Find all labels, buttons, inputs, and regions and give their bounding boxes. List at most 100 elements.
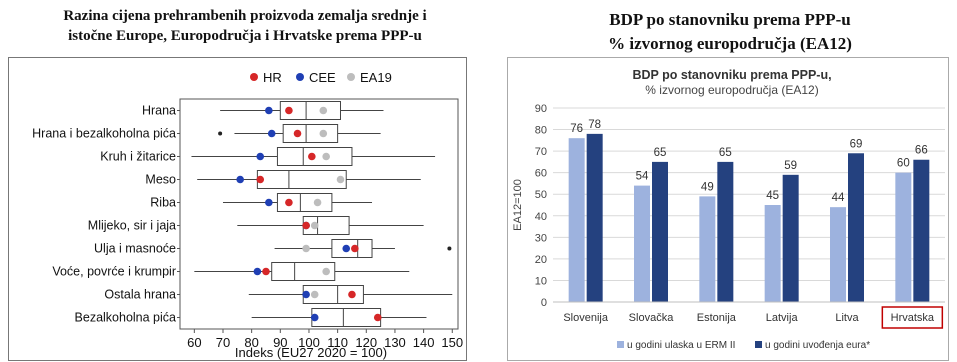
- point-cee: [265, 106, 273, 115]
- box-plot-chart: HR CEE EA19 60 70 80 90 100 110 120 130 140 150 Indek…: [8, 57, 467, 361]
- category-label: Hrana i bezalkoholna pića: [32, 127, 176, 141]
- point-ea19: [302, 244, 310, 253]
- point-hr: [293, 129, 302, 138]
- left-chart-title: Razina cijena prehrambenih proizvoda zem…: [20, 6, 470, 46]
- y-tick-label: 10: [535, 275, 547, 287]
- point-ea19: [322, 267, 330, 276]
- point-cee: [267, 129, 276, 138]
- left-title-line-1: Razina cijena prehrambenih proizvoda zem…: [63, 8, 427, 24]
- right-chart-title: BDP po stanovniku prema PPP-u % izvornog…: [525, 8, 935, 56]
- bar-value-label: 60: [897, 158, 910, 170]
- point-ea19: [322, 152, 330, 161]
- legend-marker-hr: [250, 73, 258, 81]
- point-ea19: [313, 198, 322, 207]
- category-label: Slovačka: [629, 312, 675, 324]
- bar-value-label: 45: [766, 190, 779, 202]
- x-tick-label: 120: [355, 335, 377, 350]
- category-label: Riba: [150, 196, 176, 210]
- y-tick-label: 90: [535, 103, 547, 115]
- category-label: Ostala hrana: [104, 288, 176, 302]
- box: [276, 193, 333, 212]
- category-label: Bezalkoholna pića: [75, 311, 177, 325]
- x-tick-label: 140: [413, 335, 435, 350]
- y-tick-label: 50: [535, 189, 547, 201]
- y-tick-label: 70: [535, 146, 547, 158]
- bar-erm2: [634, 185, 650, 302]
- box: [271, 262, 336, 281]
- point-hr: [285, 198, 293, 207]
- point-hr: [302, 221, 310, 230]
- category-label: Estonija: [697, 312, 737, 324]
- point-hr: [348, 290, 356, 299]
- category-label: Ulja i masnoće: [94, 242, 176, 256]
- point-hr: [308, 152, 316, 161]
- bar-value-label: 44: [832, 192, 845, 204]
- bar-value-label: 54: [636, 171, 649, 183]
- bar-erm2: [764, 205, 781, 302]
- x-tick-label: 90: [273, 335, 287, 350]
- x-axis-label: Indeks (EU27 2020 = 100): [235, 345, 387, 360]
- point-hr: [373, 313, 382, 322]
- x-tick-label: 110: [327, 335, 348, 350]
- y-tick-label: 20: [535, 254, 547, 266]
- category-label: Slovenija: [563, 312, 609, 324]
- point-ea19: [319, 129, 328, 138]
- category-label: Hrana: [142, 104, 176, 118]
- y-tick-label: 80: [535, 125, 547, 137]
- category-label: Hrvatska: [891, 312, 935, 324]
- bar-euro: [782, 174, 799, 302]
- highlight-box: [881, 306, 944, 329]
- right-title-line-1: BDP po stanovniku prema PPP-u: [609, 10, 851, 29]
- bar-erm2: [895, 172, 912, 302]
- point-cee: [236, 175, 244, 184]
- bar-euro: [717, 161, 734, 302]
- point-hr: [285, 106, 293, 115]
- point-cee: [302, 290, 310, 299]
- point-ea19: [319, 106, 328, 115]
- legend-label: u godini uvođenja eura*: [765, 340, 870, 351]
- legend-swatch: [755, 341, 762, 348]
- point-hr: [262, 267, 270, 276]
- bar-value-label: 76: [570, 123, 583, 135]
- y-tick-label: 0: [541, 297, 547, 309]
- bar-erm2: [830, 207, 846, 302]
- bar-value-label: 69: [850, 138, 863, 150]
- point-ea19: [310, 290, 319, 299]
- bar-value-label: 49: [701, 181, 714, 193]
- right-title-line-2: % izvornog europodručja (EA12): [608, 34, 852, 53]
- bar-euro: [848, 153, 864, 302]
- point-cee: [265, 198, 273, 207]
- inner-chart-subtitle: % izvornog europodručja (EA12): [645, 83, 818, 97]
- category-label: Mlijeko, sir i jaja: [88, 219, 176, 233]
- y-tick-label: 60: [535, 168, 547, 180]
- bar-erm2: [699, 196, 716, 302]
- x-tick-label: 150: [441, 335, 463, 350]
- x-tick-label: 60: [187, 335, 201, 350]
- bar-value-label: 59: [784, 160, 797, 172]
- point-ea19: [336, 175, 345, 184]
- left-title-line-2: istočne Europe, Europodručja i Hrvatske …: [68, 28, 422, 44]
- inner-chart-title: BDP po stanovniku prema PPP-u,: [632, 68, 831, 82]
- box: [279, 101, 341, 120]
- bar-value-label: 65: [719, 147, 732, 159]
- point-cee: [256, 152, 265, 161]
- x-tick-label: 70: [216, 335, 230, 350]
- y-tick-label: 40: [535, 211, 547, 223]
- bar-euro: [586, 133, 603, 302]
- legend-swatch: [617, 341, 624, 348]
- legend-label: u godini ulaska u ERM II: [627, 340, 735, 351]
- category-label: Meso: [145, 173, 176, 187]
- legend-marker-ea19: [347, 73, 355, 81]
- point-hr: [256, 175, 265, 184]
- bar-value-label: 65: [654, 147, 667, 159]
- point-ea19: [310, 221, 319, 230]
- bar-erm2: [568, 138, 585, 302]
- x-tick-label: 130: [384, 335, 406, 350]
- bar-euro: [652, 161, 668, 302]
- point-cee: [253, 267, 262, 276]
- bar-value-label: 78: [588, 119, 601, 131]
- point-hr: [351, 244, 359, 253]
- bar-euro: [913, 159, 930, 302]
- y-axis-label: EA12=100: [512, 179, 524, 231]
- outlier-point: [218, 131, 223, 136]
